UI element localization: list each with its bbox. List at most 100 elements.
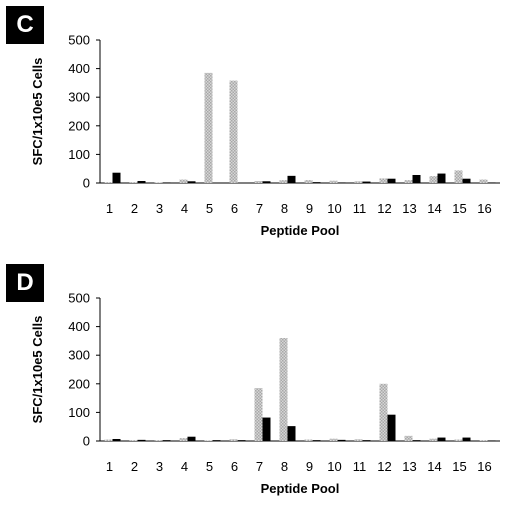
bar-hatched bbox=[304, 180, 313, 183]
x-tick-label: 4 bbox=[181, 459, 188, 474]
bar-hatched bbox=[254, 388, 263, 441]
chart-panel-c: 0 100 200 300 400 500 1 2 3 4 5 6 7 8 9 10 11 12 13 14 15 16 P… bbox=[0, 0, 520, 255]
y-tick-label: 500 bbox=[68, 291, 90, 306]
x-tick-label: 3 bbox=[156, 459, 163, 474]
bar-solid bbox=[487, 182, 496, 183]
x-tick-label: 9 bbox=[306, 201, 313, 216]
bar-solid bbox=[487, 440, 496, 441]
bar-solid bbox=[462, 437, 471, 441]
bar-hatched bbox=[229, 439, 238, 441]
bar-hatched bbox=[429, 176, 438, 183]
x-axis-title: Peptide Pool bbox=[261, 223, 340, 238]
x-tick-label: 15 bbox=[452, 201, 466, 216]
y-tick-label: 200 bbox=[68, 118, 90, 133]
bar-solid bbox=[412, 440, 421, 441]
bar-solid bbox=[287, 175, 296, 183]
x-tick-label: 13 bbox=[402, 459, 416, 474]
bar-solid bbox=[437, 173, 446, 183]
y-tick-label: 100 bbox=[68, 147, 90, 162]
x-tick-label: 1 bbox=[106, 459, 113, 474]
bar-hatched bbox=[104, 182, 113, 183]
x-tick-label: 16 bbox=[477, 201, 491, 216]
bar-solid bbox=[237, 440, 246, 441]
bar-hatched bbox=[154, 440, 163, 441]
bar-hatched bbox=[304, 439, 313, 441]
bar-hatched bbox=[204, 72, 213, 183]
y-axis-title: SFC/1x10e5 Cells bbox=[30, 58, 45, 166]
x-tick-label: 14 bbox=[427, 459, 441, 474]
bar-solid bbox=[312, 440, 321, 441]
bar-hatched bbox=[104, 439, 113, 441]
y-tick-label: 500 bbox=[68, 33, 90, 48]
x-tick-label: 2 bbox=[131, 459, 138, 474]
x-tick-label: 13 bbox=[402, 201, 416, 216]
x-tick-label: 10 bbox=[327, 459, 341, 474]
bar-solid bbox=[337, 439, 346, 441]
x-tick-label: 9 bbox=[306, 459, 313, 474]
bar-solid bbox=[162, 182, 171, 183]
x-tick-label: 3 bbox=[156, 201, 163, 216]
x-tick-label: 1 bbox=[106, 201, 113, 216]
bar-solid bbox=[462, 178, 471, 183]
bar-hatched bbox=[404, 180, 413, 183]
y-tick-label: 200 bbox=[68, 376, 90, 391]
bar-hatched bbox=[154, 182, 163, 183]
x-tick-label: 6 bbox=[231, 459, 238, 474]
y-tick-label: 300 bbox=[68, 348, 90, 363]
y-tick-label: 0 bbox=[83, 434, 90, 449]
x-tick-label: 11 bbox=[353, 201, 367, 216]
bar-hatched bbox=[254, 180, 263, 183]
bar-solid bbox=[312, 182, 321, 183]
x-tick-label: 6 bbox=[231, 201, 238, 216]
y-tick-label: 300 bbox=[68, 90, 90, 105]
bar-hatched bbox=[454, 170, 463, 183]
bar-solid bbox=[412, 174, 421, 183]
panel-label-d: D bbox=[6, 264, 44, 302]
y-tick-label: 400 bbox=[68, 61, 90, 76]
x-tick-label: 11 bbox=[353, 459, 367, 474]
x-tick-label: 12 bbox=[377, 459, 391, 474]
bar-hatched bbox=[129, 182, 138, 183]
bar-hatched bbox=[379, 178, 388, 183]
bar-solid bbox=[362, 181, 371, 183]
bar-hatched bbox=[279, 338, 288, 441]
bar-hatched bbox=[479, 179, 488, 183]
x-tick-label: 10 bbox=[327, 201, 341, 216]
x-tick-label: 8 bbox=[281, 201, 288, 216]
bar-hatched bbox=[204, 440, 213, 441]
x-tick-label: 12 bbox=[377, 201, 391, 216]
y-tick-label: 400 bbox=[68, 319, 90, 334]
x-tick-label: 7 bbox=[256, 459, 263, 474]
bar-solid bbox=[437, 437, 446, 441]
bar-hatched bbox=[354, 181, 363, 183]
x-tick-label: 5 bbox=[206, 459, 213, 474]
x-tick-label: 15 bbox=[452, 459, 466, 474]
x-tick-label: 8 bbox=[281, 459, 288, 474]
bar-solid bbox=[112, 172, 121, 183]
bar-solid bbox=[162, 440, 171, 441]
bar-hatched bbox=[229, 80, 238, 183]
bar-solid bbox=[387, 414, 396, 441]
bar-solid bbox=[262, 181, 271, 183]
bar-solid bbox=[262, 417, 271, 441]
bar-hatched bbox=[129, 440, 138, 441]
x-axis-title: Peptide Pool bbox=[261, 481, 340, 496]
bar-solid bbox=[187, 436, 196, 441]
bar-hatched bbox=[329, 180, 338, 183]
x-tick-label: 4 bbox=[181, 201, 188, 216]
bar-hatched bbox=[354, 439, 363, 441]
bar-hatched bbox=[179, 438, 188, 441]
bar-solid bbox=[387, 178, 396, 183]
bar-solid bbox=[137, 180, 146, 183]
bar-solid bbox=[362, 440, 371, 441]
bar-hatched bbox=[329, 438, 338, 441]
bar-hatched bbox=[179, 179, 188, 183]
x-tick-label: 14 bbox=[427, 201, 441, 216]
bar-hatched bbox=[404, 435, 413, 441]
y-tick-label: 0 bbox=[83, 176, 90, 191]
bar-hatched bbox=[479, 440, 488, 441]
bar-hatched bbox=[454, 439, 463, 441]
x-tick-label: 16 bbox=[477, 459, 491, 474]
bar-solid bbox=[112, 438, 121, 441]
